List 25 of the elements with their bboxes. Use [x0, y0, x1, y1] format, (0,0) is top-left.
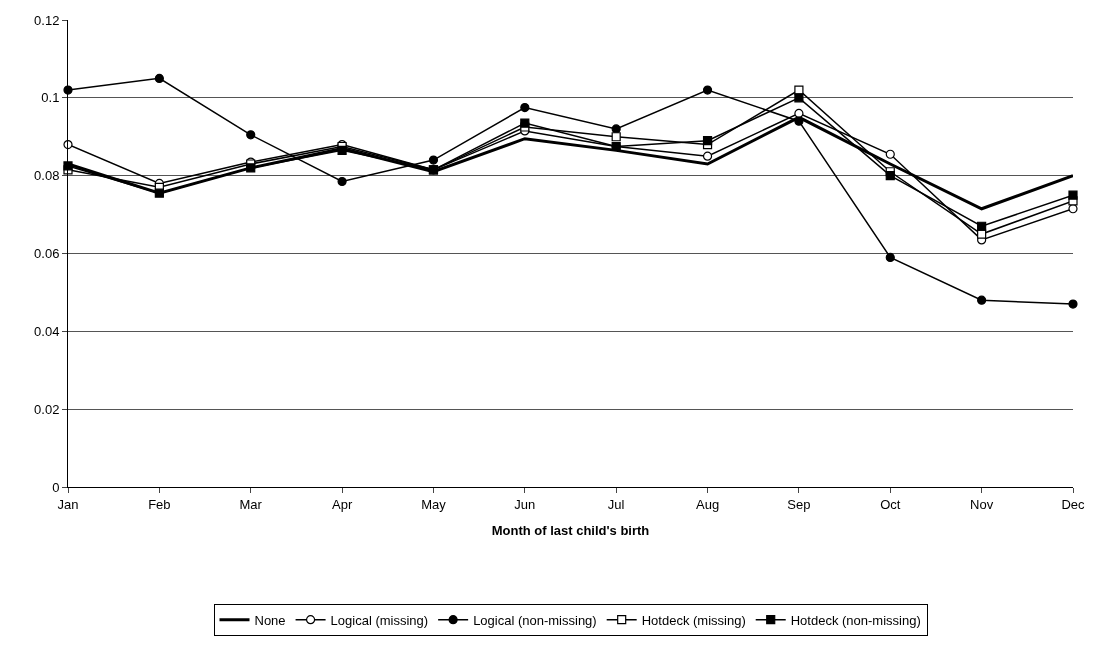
y-tick-label: 0.1 [41, 90, 60, 106]
x-tick-label: Dec [1061, 496, 1086, 512]
legend-label: Logical (missing) [330, 612, 429, 628]
x-tick-label: Oct [880, 496, 901, 512]
x-tick-label: May [421, 496, 447, 512]
x-tick-label: Feb [148, 496, 171, 512]
legend-label: None [254, 612, 286, 628]
legend-label: Logical (non-missing) [473, 612, 597, 628]
y-tick-label: 0.06 [34, 246, 60, 262]
x-tick-label: Jan [57, 496, 79, 512]
x-tick-label: Nov [970, 496, 994, 512]
x-tick-label: Jul [607, 496, 625, 512]
y-tick-label: 0.02 [34, 401, 60, 417]
x-tick-label: Apr [331, 496, 353, 512]
y-tick-label: 0.04 [34, 323, 60, 339]
x-tick-label: Jun [514, 496, 536, 512]
legend-label: Hotdeck (missing) [641, 612, 746, 628]
y-tick-label: 0.12 [34, 12, 60, 28]
x-axis-title: Month of last child's birth [491, 523, 650, 539]
x-tick-label: Mar [239, 496, 263, 512]
legend-label: Hotdeck (non-missing) [790, 612, 921, 628]
x-tick-label: Aug [695, 496, 720, 512]
x-tick-label: Sep [787, 496, 811, 512]
y-tick-label: 0 [52, 479, 60, 495]
y-tick-label: 0.08 [34, 168, 60, 184]
